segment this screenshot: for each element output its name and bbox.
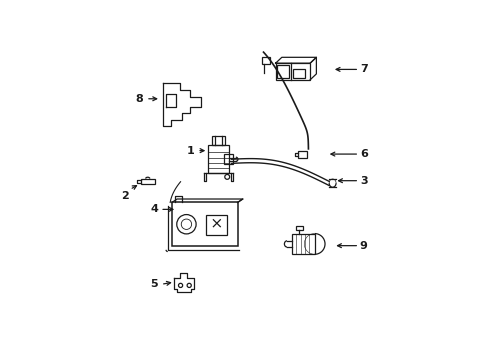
Bar bbox=[261, 57, 270, 64]
Text: 2: 2 bbox=[121, 190, 129, 201]
Text: 3: 3 bbox=[359, 176, 367, 186]
Bar bbox=[292, 234, 314, 254]
Bar bbox=[172, 202, 237, 246]
Bar bbox=[141, 179, 154, 184]
Bar bbox=[298, 151, 306, 158]
Bar bbox=[277, 65, 289, 78]
Text: 1: 1 bbox=[187, 146, 194, 156]
Text: 5: 5 bbox=[150, 279, 158, 289]
Text: 8: 8 bbox=[135, 94, 142, 104]
Bar bbox=[224, 154, 233, 165]
Bar bbox=[206, 215, 227, 235]
Bar bbox=[292, 69, 305, 78]
Text: 4: 4 bbox=[150, 204, 158, 214]
Text: 6: 6 bbox=[359, 149, 367, 159]
Bar bbox=[275, 63, 309, 80]
Bar bbox=[208, 145, 228, 173]
Bar bbox=[211, 136, 225, 145]
Text: 9: 9 bbox=[359, 241, 367, 251]
Bar bbox=[295, 226, 302, 230]
Text: 7: 7 bbox=[359, 64, 367, 75]
